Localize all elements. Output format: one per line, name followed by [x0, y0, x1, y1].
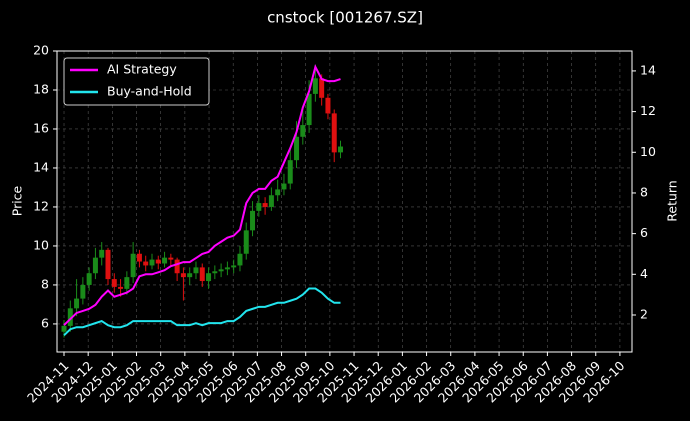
candle-body: [162, 257, 168, 264]
candle-body: [294, 136, 300, 161]
candle-body: [256, 203, 262, 211]
candle-body: [331, 113, 337, 153]
candle-body: [111, 279, 117, 287]
candle-body: [155, 259, 161, 264]
candle-body: [300, 125, 306, 137]
return-line: [63, 64, 341, 326]
y2-tick-label: 6: [640, 225, 648, 240]
y-tick-label: 16: [33, 120, 49, 135]
y-tick-label: 18: [33, 81, 49, 96]
legend-label: Buy-and-Hold: [107, 84, 192, 99]
y2-tick-label: 8: [640, 184, 648, 199]
candle-body: [105, 249, 111, 280]
candle-body: [193, 267, 199, 274]
y2-tick-label: 2: [640, 306, 648, 321]
candle-body: [136, 253, 142, 262]
candle-body: [168, 257, 174, 260]
candle-body: [61, 325, 67, 332]
legend-label: AI Strategy: [107, 62, 177, 77]
candle-body: [86, 273, 92, 285]
candle-body: [338, 146, 344, 153]
candle-body: [67, 308, 73, 326]
y2-tick-label: 12: [640, 103, 656, 118]
y-tick-label: 12: [33, 198, 49, 213]
candle-body: [287, 160, 293, 184]
candle-body: [118, 286, 124, 289]
candle-body: [92, 257, 98, 274]
candle-body: [80, 284, 86, 299]
candle-body: [212, 271, 218, 274]
candle-body: [99, 249, 105, 258]
candle-body: [218, 269, 224, 272]
candle-body: [250, 210, 256, 231]
candle-body: [275, 189, 281, 196]
y-tick-label: 8: [41, 276, 49, 291]
y-axis-label: Price: [10, 185, 25, 216]
y-tick-label: 10: [33, 237, 49, 252]
y-tick-label: 20: [33, 43, 49, 58]
return-line: [63, 287, 341, 337]
candle-body: [74, 298, 80, 309]
y2-tick-label: 10: [640, 144, 656, 159]
candle-body: [262, 203, 268, 207]
candle-body: [124, 277, 130, 289]
candle-body: [231, 265, 237, 268]
candle-body: [306, 93, 312, 126]
y-tick-label: 6: [41, 315, 49, 330]
candle-body: [268, 195, 274, 207]
candle-body: [206, 273, 212, 282]
candle-body: [199, 267, 205, 282]
candle-body: [312, 78, 318, 94]
candle-body: [149, 259, 155, 266]
y2-tick-label: 4: [640, 266, 648, 281]
y-tick-label: 14: [33, 159, 49, 174]
y2-axis-label: Return: [665, 180, 680, 221]
chart-title: cnstock [001267.SZ]: [267, 9, 423, 27]
candle-body: [224, 267, 230, 270]
candle-body: [180, 273, 186, 278]
plot-frame: [56, 50, 633, 353]
candle-body: [281, 183, 287, 190]
candle-body: [143, 261, 149, 266]
candle-body: [130, 253, 136, 278]
candle-body: [187, 273, 193, 278]
legend-box: [63, 57, 210, 106]
candle-body: [243, 230, 249, 254]
candle-body: [174, 259, 180, 274]
candle-body: [325, 97, 331, 114]
y2-tick-label: 14: [640, 62, 656, 77]
candle-body: [237, 253, 243, 266]
candle-body: [319, 78, 325, 98]
